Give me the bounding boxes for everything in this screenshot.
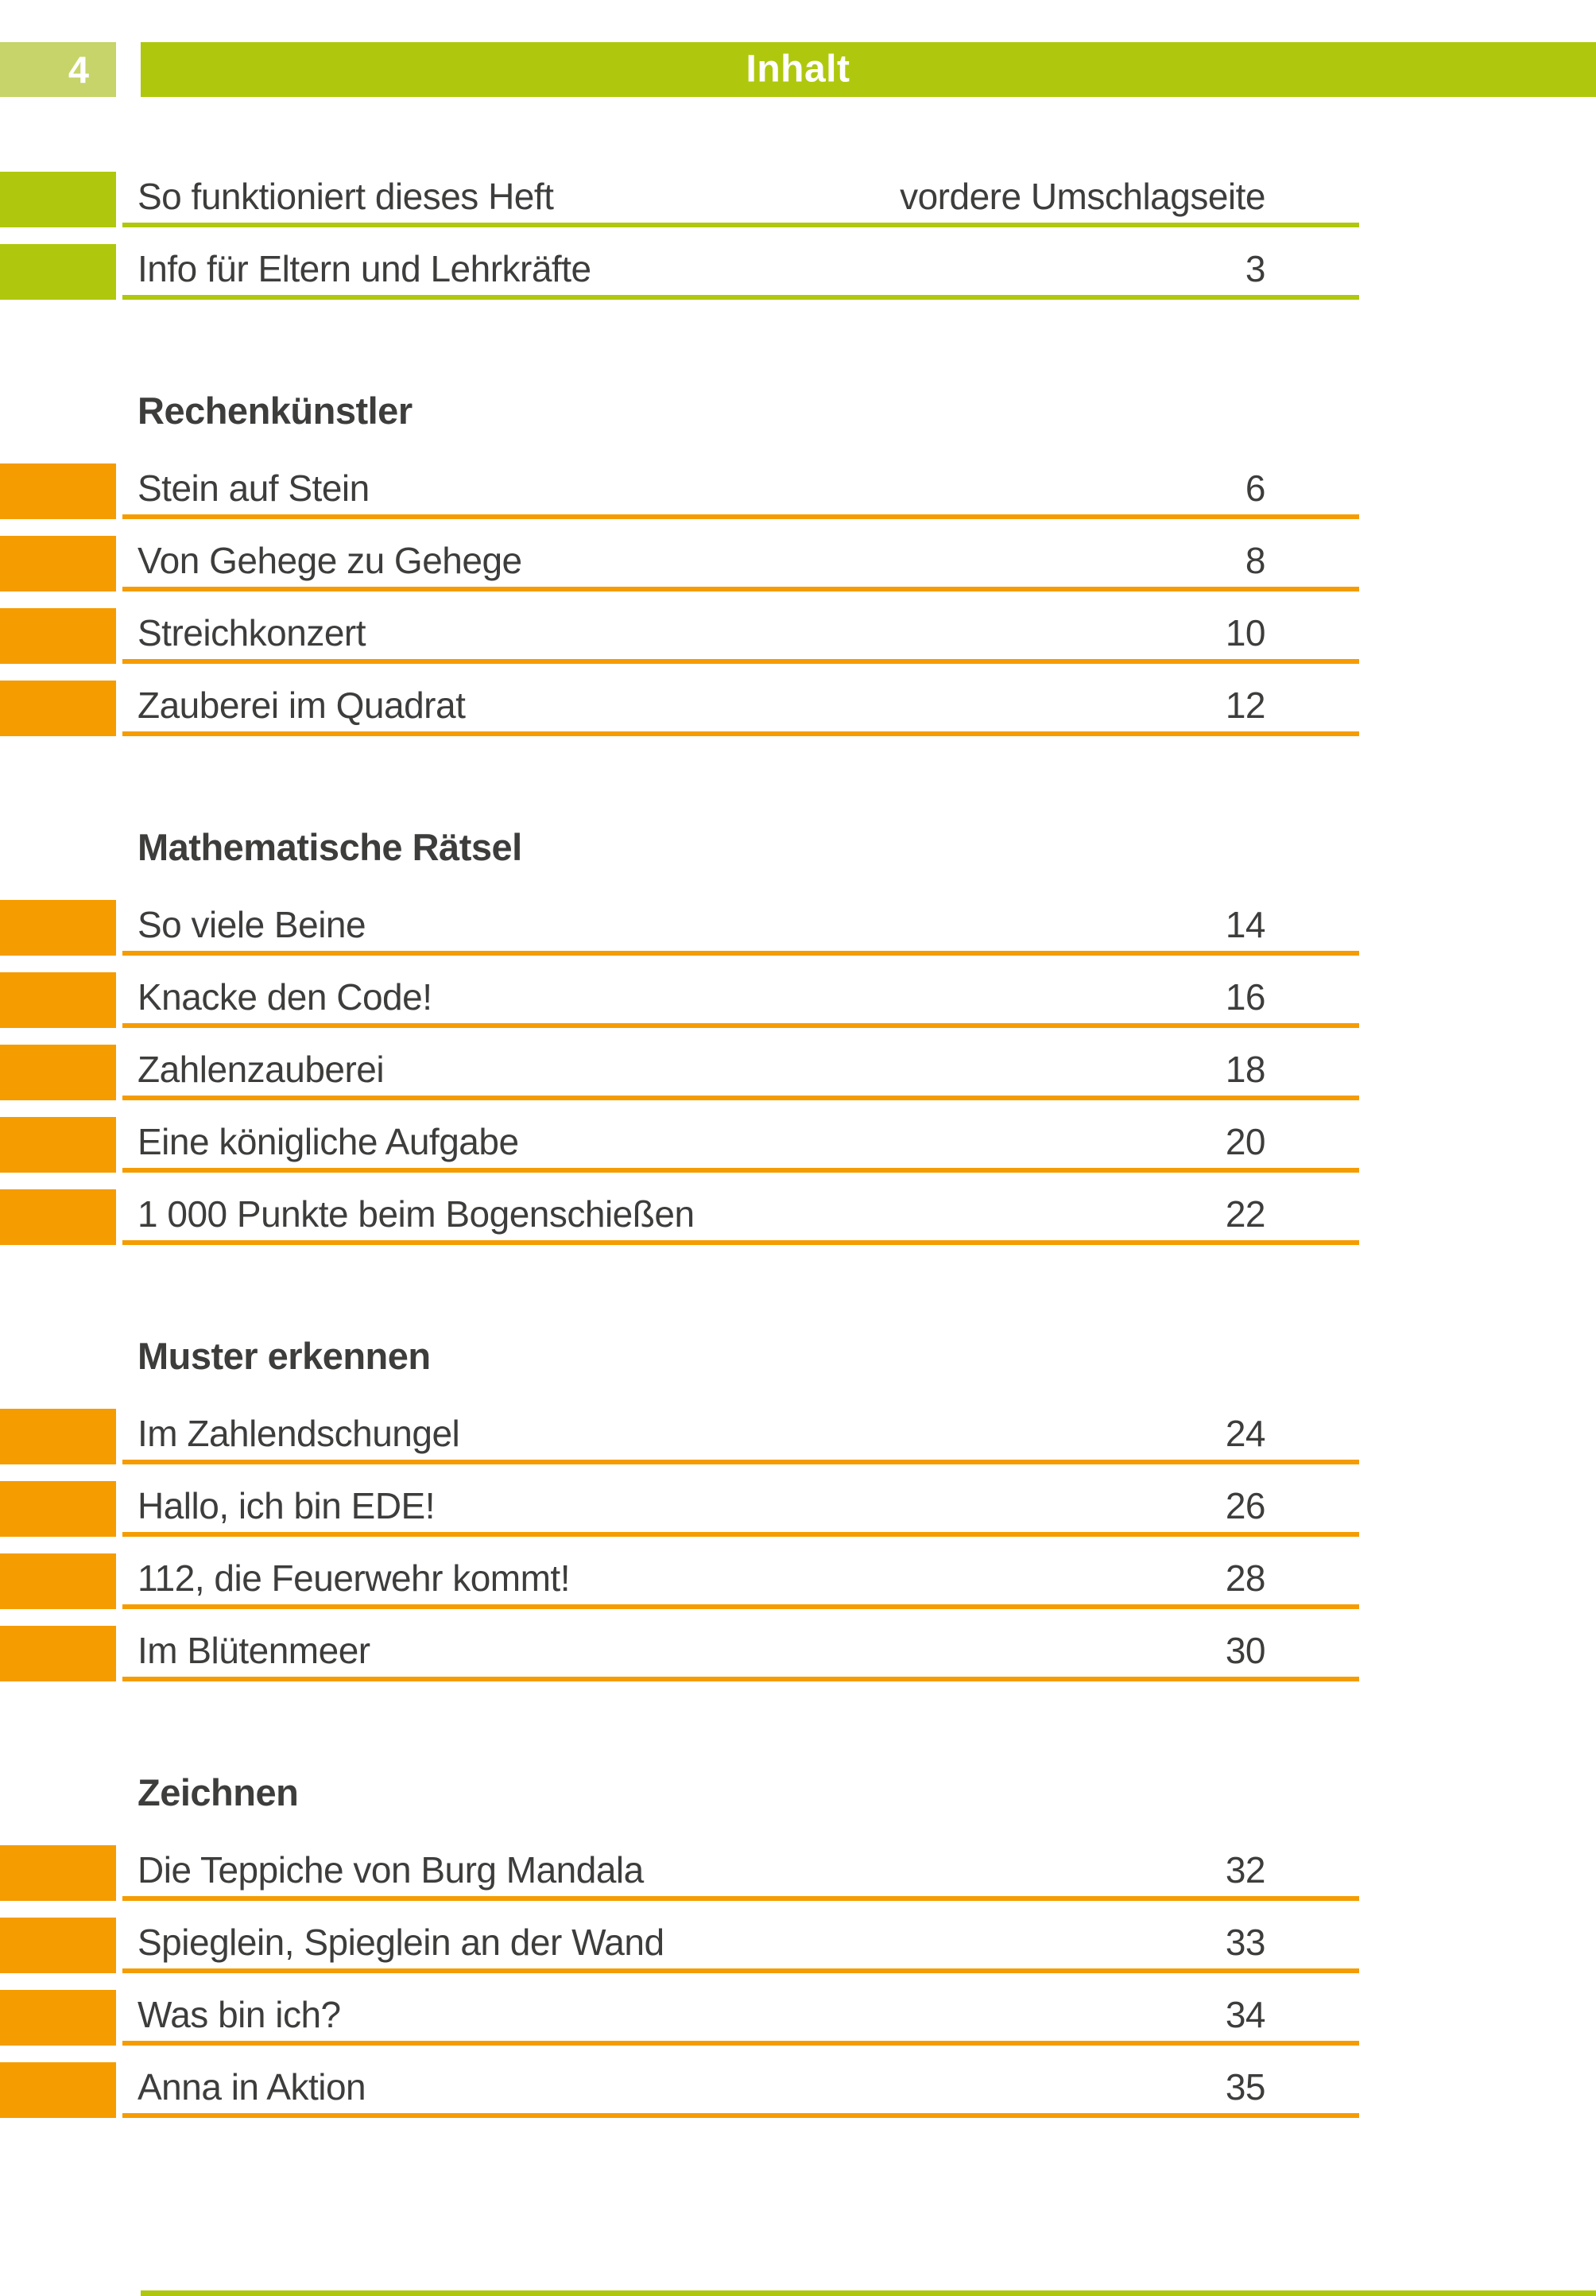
toc-row: Die Teppiche von Burg Mandala 32 (0, 1845, 1596, 1901)
toc-row: Stein auf Stein 6 (0, 463, 1596, 519)
toc-row: So viele Beine 14 (0, 900, 1596, 956)
toc-entry-label: Spieglein, Spieglein an der Wand (138, 1922, 664, 1963)
toc-entry-page: 32 (1225, 1849, 1266, 1891)
row-color-tab (0, 1481, 116, 1537)
page-header: 4 Inhalt (0, 42, 1596, 97)
row-color-tab (0, 1626, 116, 1681)
page-title: Inhalt (746, 47, 850, 90)
section-title-rechenkuenstler: Rechenkünstler (138, 390, 413, 432)
page-number: 4 (68, 48, 89, 91)
table-of-contents: So funktioniert dieses Heft vordere Umsc… (0, 172, 1596, 2118)
toc-row: Hallo, ich bin EDE! 26 (0, 1481, 1596, 1537)
page-number-box: 4 (0, 42, 116, 97)
section-title-muster-erkennen: Muster erkennen (138, 1335, 431, 1377)
toc-entry-label: Zahlenzauberei (138, 1049, 385, 1090)
toc-entry-page: 20 (1225, 1121, 1266, 1162)
toc-row: Streichkonzert 10 (0, 608, 1596, 664)
toc-entry-label: Hallo, ich bin EDE! (138, 1485, 435, 1526)
toc-entry-page: vordere Umschlagseite (900, 176, 1265, 217)
toc-entry-label: So funktioniert dieses Heft (138, 176, 554, 217)
toc-entry-page: 26 (1225, 1485, 1266, 1526)
toc-entry-page: 12 (1225, 685, 1266, 726)
toc-row: Zahlenzauberei 18 (0, 1045, 1596, 1100)
toc-entry-label: 1 000 Punkte beim Bogenschießen (138, 1193, 695, 1235)
toc-row: Im Zahlendschungel 24 (0, 1409, 1596, 1464)
row-color-tab (0, 1845, 116, 1901)
toc-row: Spieglein, Spieglein an der Wand 33 (0, 1918, 1596, 1973)
toc-row-info-eltern: Info für Eltern und Lehrkräfte 3 (0, 244, 1596, 300)
toc-entry-page: 6 (1245, 467, 1266, 509)
toc-entry-page: 33 (1225, 1922, 1266, 1963)
toc-entry-label: Knacke den Code! (138, 976, 432, 1018)
toc-entry-label: Streichkonzert (138, 612, 366, 654)
toc-entry-label: 112, die Feuerwehr kommt! (138, 1557, 570, 1599)
toc-entry-label: Info für Eltern und Lehrkräfte (138, 248, 591, 289)
toc-entry-page: 22 (1225, 1193, 1266, 1235)
toc-entry-page: 24 (1225, 1413, 1266, 1454)
row-color-tab (0, 1409, 116, 1464)
row-color-tab (0, 900, 116, 956)
toc-entry-label: Anna in Aktion (138, 2066, 366, 2108)
toc-entry-page: 16 (1225, 976, 1266, 1018)
section-title-zeichnen: Zeichnen (138, 1771, 299, 1813)
section-title-mathematische-raetsel: Mathematische Rätsel (138, 826, 522, 868)
row-color-tab (0, 1990, 116, 2046)
toc-row: Was bin ich? 34 (0, 1990, 1596, 2046)
toc-entry-page: 18 (1225, 1049, 1266, 1090)
toc-entry-label: Von Gehege zu Gehege (138, 540, 522, 581)
header-gap (116, 42, 141, 97)
row-color-tab (0, 1117, 116, 1173)
row-color-tab (0, 2062, 116, 2118)
toc-row: Eine königliche Aufgabe 20 (0, 1117, 1596, 1173)
toc-entry-label: So viele Beine (138, 904, 366, 945)
toc-entry-label: Im Zahlendschungel (138, 1413, 460, 1454)
toc-entry-label: Was bin ich? (138, 1994, 341, 2035)
toc-row: Von Gehege zu Gehege 8 (0, 536, 1596, 591)
toc-row: Im Blütenmeer 30 (0, 1626, 1596, 1681)
row-color-tab (0, 463, 116, 519)
toc-entry-page: 34 (1225, 1994, 1266, 2035)
toc-entry-page: 35 (1225, 2066, 1266, 2108)
toc-entry-label: Im Blütenmeer (138, 1630, 370, 1671)
toc-row: Anna in Aktion 35 (0, 2062, 1596, 2118)
toc-row: 112, die Feuerwehr kommt! 28 (0, 1553, 1596, 1609)
toc-row: Knacke den Code! 16 (0, 972, 1596, 1028)
toc-entry-label: Stein auf Stein (138, 467, 370, 509)
toc-row-so-funktioniert: So funktioniert dieses Heft vordere Umsc… (0, 172, 1596, 227)
toc-entry-page: 14 (1225, 904, 1266, 945)
toc-entry-label: Eine königliche Aufgabe (138, 1121, 519, 1162)
toc-entry-page: 30 (1225, 1630, 1266, 1671)
row-color-tab (0, 1918, 116, 1973)
row-color-tab (0, 1045, 116, 1100)
row-color-tab (0, 536, 116, 591)
row-color-tab (0, 608, 116, 664)
row-color-tab (0, 681, 116, 736)
row-color-tab (0, 1553, 116, 1609)
row-color-tab (0, 972, 116, 1028)
toc-entry-page: 3 (1245, 248, 1266, 289)
toc-entry-page: 10 (1225, 612, 1266, 654)
row-color-tab (0, 244, 116, 300)
toc-row: Zauberei im Quadrat 12 (0, 681, 1596, 736)
bottom-page-edge-bar (141, 2290, 1596, 2296)
row-color-tab (0, 1189, 116, 1245)
toc-entry-label: Die Teppiche von Burg Mandala (138, 1849, 644, 1891)
header-title-bar: Inhalt (141, 42, 1596, 97)
toc-row: 1 000 Punkte beim Bogenschießen 22 (0, 1189, 1596, 1245)
toc-entry-page: 28 (1225, 1557, 1266, 1599)
toc-entry-label: Zauberei im Quadrat (138, 685, 466, 726)
row-color-tab (0, 172, 116, 227)
toc-entry-page: 8 (1245, 540, 1266, 581)
